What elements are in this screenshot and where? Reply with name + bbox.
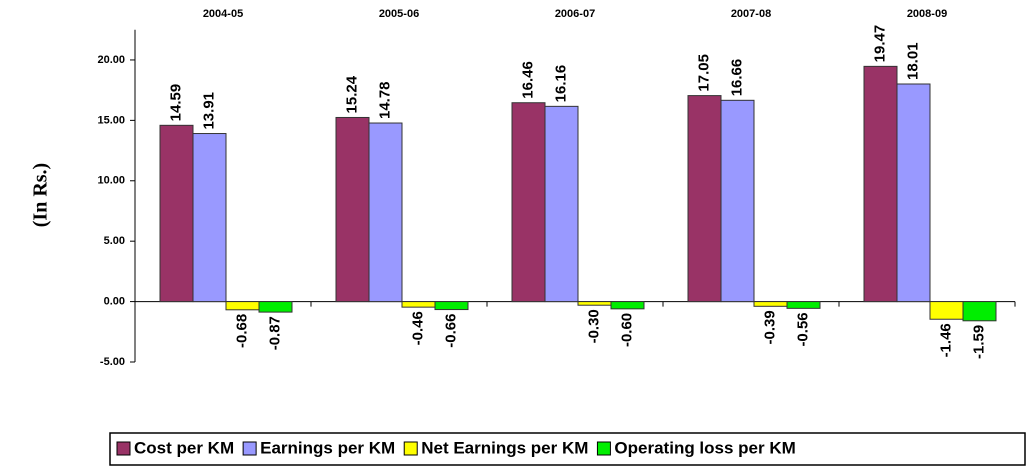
data-label: 15.24	[343, 75, 360, 113]
data-label: 16.46	[519, 61, 536, 99]
category-label: 2007-08	[731, 8, 771, 20]
data-label: -0.66	[442, 314, 459, 348]
data-label: -1.46	[937, 323, 954, 357]
data-label: -0.87	[266, 316, 283, 350]
y-tick-label: -5.00	[100, 356, 125, 368]
category-label: 2006-07	[555, 8, 595, 20]
bar	[720, 99, 755, 303]
bar	[335, 116, 370, 303]
y-tick-label: 0.00	[104, 295, 125, 307]
legend-box	[109, 432, 1026, 466]
data-label: -0.30	[585, 309, 602, 343]
data-label: -0.39	[761, 310, 778, 344]
bar	[159, 124, 194, 303]
bar	[786, 301, 821, 309]
legend-swatch	[116, 441, 131, 456]
legend-label: Operating loss per KM	[614, 438, 795, 457]
bar	[544, 105, 579, 303]
bar	[258, 301, 293, 313]
data-label: 19.47	[871, 25, 888, 63]
legend-swatch	[596, 441, 611, 456]
legend-label: Cost per KM	[134, 438, 234, 457]
bar	[929, 301, 964, 320]
data-label: 14.59	[167, 84, 184, 122]
legend-swatch	[403, 441, 418, 456]
data-label: 16.16	[552, 65, 569, 103]
data-label: 18.01	[904, 42, 921, 80]
data-label: -0.68	[233, 314, 250, 348]
data-label: 16.66	[728, 59, 745, 97]
y-tick-label: 15.00	[97, 114, 125, 126]
bar	[401, 301, 436, 308]
data-label: 17.05	[695, 54, 712, 92]
category-label: 2004-05	[203, 8, 243, 20]
bar	[577, 301, 612, 306]
y-tick-label: 20.00	[97, 54, 125, 66]
data-label: 13.91	[200, 92, 217, 130]
bar	[434, 301, 469, 311]
legend-label: Earnings per KM	[260, 438, 395, 457]
bar	[687, 95, 722, 303]
bar	[896, 83, 931, 303]
category-label: 2005-06	[379, 8, 419, 20]
legend-swatch	[242, 441, 257, 456]
data-label: 14.78	[376, 81, 393, 119]
bar	[753, 301, 788, 307]
bar	[192, 133, 227, 303]
category-label: 2008-09	[907, 8, 947, 20]
data-label: -0.56	[794, 312, 811, 346]
y-axis-title: (In Rs.)	[30, 163, 52, 227]
data-label: -1.59	[970, 325, 987, 359]
bar	[962, 301, 997, 322]
bar	[511, 102, 546, 303]
y-tick-label: 5.00	[104, 235, 125, 247]
bar	[225, 301, 260, 311]
data-label: -0.46	[409, 311, 426, 345]
y-tick-label: 10.00	[97, 175, 125, 187]
legend-label: Net Earnings per KM	[421, 438, 588, 457]
bar	[368, 122, 403, 303]
data-label: -0.60	[618, 313, 635, 347]
bar	[863, 65, 898, 303]
bar	[610, 301, 645, 310]
